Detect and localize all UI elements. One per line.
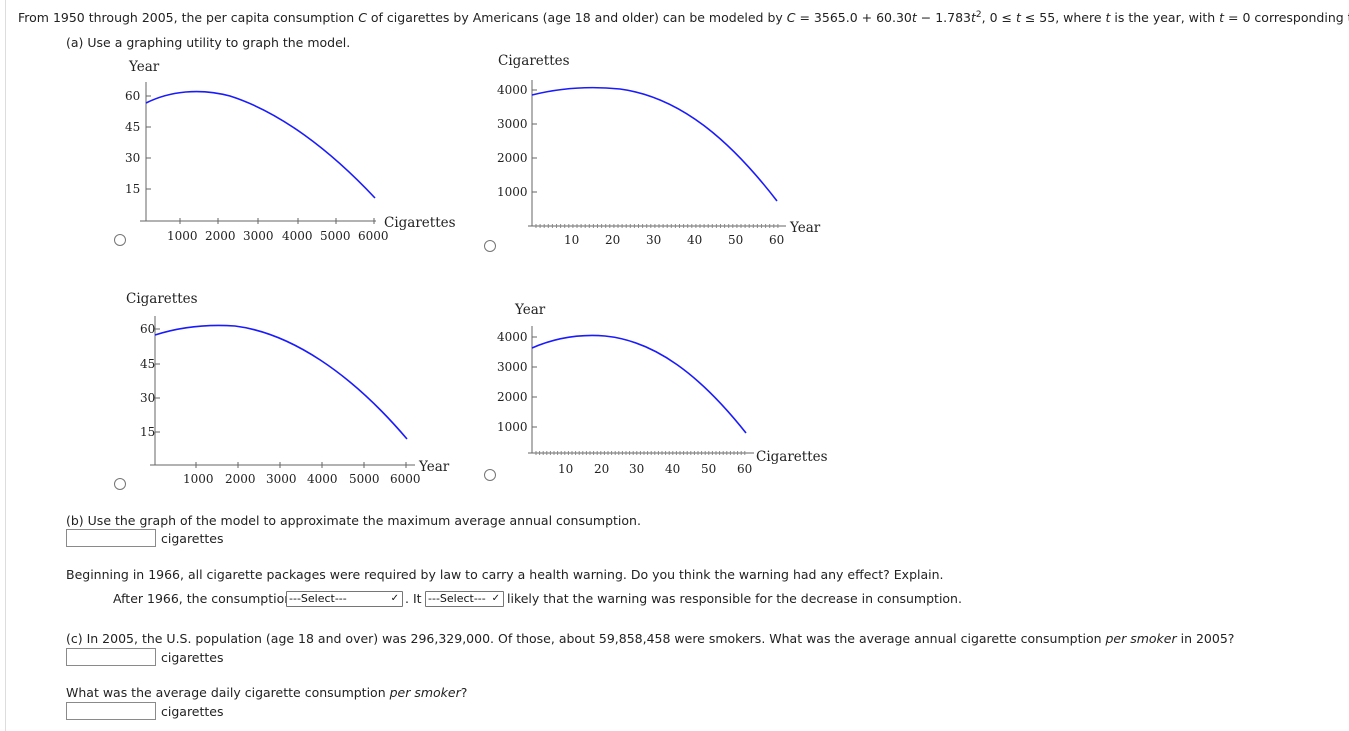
graph4-title: Year [514, 302, 546, 318]
graph3-ytick-15: 15 [140, 425, 155, 439]
graph2-xtick-50: 50 [728, 233, 743, 247]
graph4-ytick-2000: 2000 [497, 390, 528, 404]
graph2-ytick-1000: 1000 [497, 185, 528, 199]
graph-option-1-radio[interactable] [114, 234, 126, 246]
graph3-ytick-30: 30 [140, 391, 155, 405]
graph2-title: Cigarettes [498, 53, 570, 69]
graph1-xlabel: Cigarettes [384, 215, 456, 231]
graph1-ytick-60: 60 [125, 89, 140, 103]
after-1966-prefix: After 1966, the consumption [113, 591, 293, 606]
left-rule [5, 0, 6, 731]
graph1-ytick-30: 30 [125, 151, 140, 165]
graph3-title: Cigarettes [126, 291, 198, 307]
graph3-xtick-2000: 2000 [225, 472, 256, 486]
graph2-xtick-20: 20 [605, 233, 620, 247]
graph3-xtick-5000: 5000 [349, 472, 380, 486]
graph4-ytick-3000: 3000 [497, 360, 528, 374]
daily-per-smoker-input[interactable] [66, 702, 156, 720]
graph3-xtick-3000: 3000 [266, 472, 297, 486]
graph-option-2-radio[interactable] [484, 240, 496, 252]
after-1966-suffix: likely that the warning was responsible … [507, 591, 962, 606]
daily-question: What was the average daily cigarette con… [66, 685, 468, 700]
it-text: . It [405, 591, 422, 606]
graph3-xlabel: Year [418, 459, 450, 475]
graph1-xtick-4000: 4000 [282, 229, 313, 243]
graph2-ytick-4000: 4000 [497, 83, 528, 97]
graph4-xtick-10: 10 [558, 462, 573, 476]
graph2-ytick-3000: 3000 [497, 117, 528, 131]
graph3-curve [154, 324, 408, 440]
graph1-xtick-6000: 6000 [358, 229, 389, 243]
graph3-ytick-45: 45 [140, 357, 155, 371]
part-a-label: (a) Use a graphing utility to graph the … [66, 35, 351, 50]
max-consumption-input[interactable] [66, 529, 156, 547]
likelihood-select[interactable]: ---Select--- ✓ [425, 591, 504, 607]
warning-question: Beginning in 1966, all cigarette package… [66, 567, 944, 582]
chevron-down-icon: ✓ [390, 593, 399, 604]
graph2-xlabel: Year [789, 220, 821, 236]
graph-option-4-radio[interactable] [484, 469, 496, 481]
graph2-xtick-40: 40 [687, 233, 702, 247]
graph2-xtick-30: 30 [646, 233, 661, 247]
graph3-xtick-4000: 4000 [307, 472, 338, 486]
graph1-ytick-45: 45 [125, 120, 140, 134]
graph4-ytick-4000: 4000 [497, 330, 528, 344]
graph2-xtick-60: 60 [769, 233, 784, 247]
chevron-down-icon: ✓ [491, 593, 500, 604]
consumption-trend-select[interactable]: ---Select--- ✓ [286, 591, 403, 607]
graph3-xtick-1000: 1000 [183, 472, 214, 486]
graph4-xtick-40: 40 [665, 462, 680, 476]
likelihood-select-value: ---Select--- [428, 592, 486, 605]
graph1-xtick-3000: 3000 [243, 229, 274, 243]
part-c-label: (c) In 2005, the U.S. population (age 18… [66, 631, 1235, 646]
graph1-xtick-5000: 5000 [320, 229, 351, 243]
graph3-ytick-60: 60 [140, 322, 155, 336]
question-intro: From 1950 through 2005, the per capita c… [18, 10, 1349, 26]
graph4-curve [531, 334, 747, 434]
graph1-ytick-15: 15 [125, 182, 140, 196]
graph1-title: Year [128, 59, 160, 75]
max-consumption-unit: cigarettes [161, 531, 224, 546]
graph4-xtick-60: 60 [737, 462, 752, 476]
graph4-xtick-50: 50 [701, 462, 716, 476]
graph4-xtick-30: 30 [629, 462, 644, 476]
graph2-ytick-2000: 2000 [497, 151, 528, 165]
consumption-trend-select-value: ---Select--- [289, 592, 347, 605]
graph1-xtick-2000: 2000 [205, 229, 236, 243]
graph4-xtick-20: 20 [594, 462, 609, 476]
graph3-xtick-6000: 6000 [390, 472, 421, 486]
graph2-xtick-10: 10 [564, 233, 579, 247]
graph-option-3-radio[interactable] [114, 478, 126, 490]
graph2-curve [531, 86, 778, 202]
part-b-label: (b) Use the graph of the model to approx… [66, 513, 641, 528]
daily-per-smoker-unit: cigarettes [161, 704, 224, 719]
annual-per-smoker-input[interactable] [66, 648, 156, 666]
graph4-ytick-1000: 1000 [497, 420, 528, 434]
graph4-xlabel: Cigarettes [756, 449, 828, 465]
annual-per-smoker-unit: cigarettes [161, 650, 224, 665]
graph1-curve [145, 90, 376, 199]
graph1-xtick-1000: 1000 [167, 229, 198, 243]
